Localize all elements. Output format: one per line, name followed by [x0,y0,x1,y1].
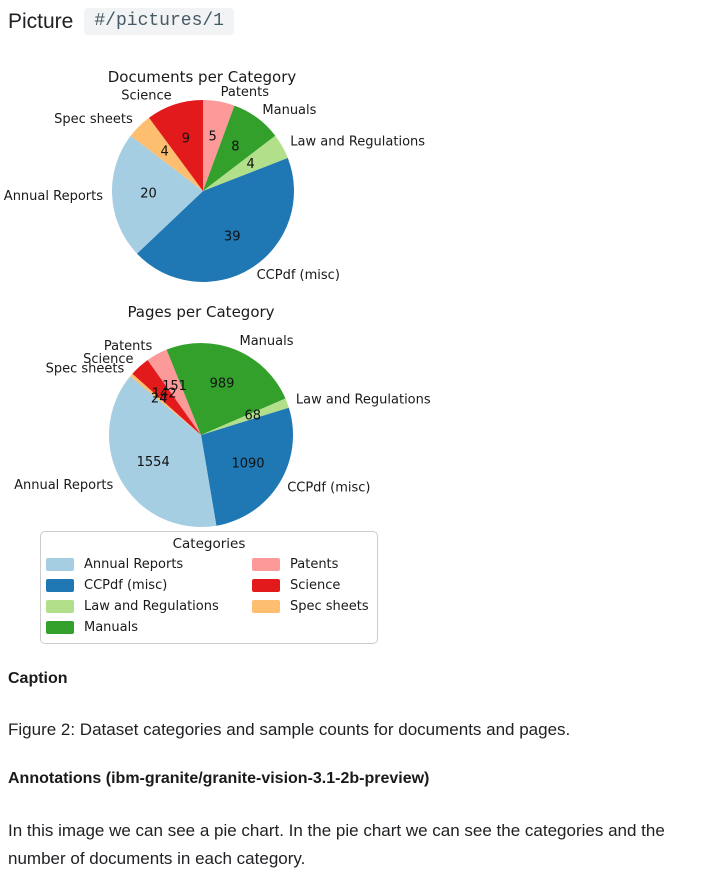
slice-value-spec-sheets: 4 [161,145,169,160]
slice-label-annual-reports: Annual Reports [14,478,113,493]
slice-value-spec-sheets: 24 [151,392,168,407]
legend-item-ccpdf-misc: CCPdf (misc) [46,575,252,596]
chart-title: Pages per Category [127,303,274,321]
documents-per-category-pie-chart: Patents 5 Manuals 8 Law and Regulations 4 CCPd… [4,68,425,283]
pie-slice-annual-reports [108,376,217,528]
slice-label-annual-reports: Annual Reports [4,189,103,204]
slice-value-manuals: 8 [231,140,239,155]
slice-value-science: 142 [152,386,177,401]
pie-slice-spec-sheets [130,373,201,435]
picture-header: Picture #/pictures/1 [8,8,234,35]
pie-slice-spec-sheets [130,117,203,191]
pie-slice-manuals [166,342,286,435]
legend-label: CCPdf (misc) [84,578,168,593]
legend-label: Patents [290,557,339,572]
legend-label: Law and Regulations [84,599,219,614]
slice-value-manuals: 989 [210,376,235,391]
slice-value-annual-reports: 20 [140,186,157,201]
legend-column: Annual Reports CCPdf (misc) Law and Regula… [46,554,252,638]
annotation-text: In this image we can see a pie chart. In… [8,821,665,868]
annotations-heading: Annotations (ibm-granite/granite-vision-… [8,770,430,787]
legend-item-science: Science [252,575,369,596]
caption-heading: Caption [8,670,68,687]
slice-label-spec-sheets: Spec sheets [54,112,133,127]
pie-slice-science [132,360,201,435]
slice-label-law-and-regulations: Law and Regulations [290,135,425,150]
legend-swatch-manuals [46,621,74,634]
slice-value-patents: 5 [208,130,216,145]
legend-label: Spec sheets [290,599,369,614]
slice-value-ccpdf-misc: 1090 [231,456,264,471]
slice-label-law-and-regulations: Law and Regulations [296,392,431,407]
legend-item-law-and-regulations: Law and Regulations [46,596,252,617]
slice-label-ccpdf-misc: CCPdf (misc) [287,481,370,496]
slice-label-manuals: Manuals [262,103,316,118]
legend-swatch-ccpdf-misc [46,579,74,592]
chart-legend: Categories Annual Reports CCPdf (misc) Law… [40,531,378,644]
slice-label-manuals: Manuals [240,334,294,349]
pie-slice-ccpdf-misc [136,158,294,283]
legend-item-patents: Patents [252,554,369,575]
pages-per-category-pie-chart: Patents 151 Manuals 989 Law and Regulations 6… [14,303,431,528]
slice-value-ccpdf-misc: 39 [224,230,241,245]
pie-slice-manuals [203,105,276,191]
pie-slice-law-and-regulations [203,135,288,191]
legend-swatch-law-and-regulations [46,600,74,613]
slice-label-patents: Patents [221,85,270,100]
slice-label-science: Science [121,88,171,103]
legend-swatch-patents [252,558,280,571]
pie-slice-annual-reports [111,135,203,254]
slice-label-spec-sheets: Spec sheets [46,362,125,377]
legend-item-spec-sheets: Spec sheets [252,596,369,617]
pie-slice-patents [147,349,201,435]
legend-columns: Annual Reports CCPdf (misc) Law and Regula… [41,554,377,638]
caption-text: Figure 2: Dataset categories and sample … [8,720,571,739]
legend-swatch-science [252,579,280,592]
page-title: Picture [8,9,74,33]
chart-title: Documents per Category [108,68,297,86]
slice-value-patents: 151 [162,379,187,394]
picture-anchor-chip[interactable]: #/pictures/1 [84,8,234,35]
pie-slice-patents [203,100,235,191]
slice-label-science: Science [83,352,133,367]
legend-swatch-annual-reports [46,558,74,571]
pie-slice-law-and-regulations [201,398,289,435]
legend-label: Science [290,578,341,593]
legend-label: Manuals [84,620,139,635]
legend-label: Annual Reports [84,557,184,572]
slice-value-law-and-regulations: 68 [245,408,262,423]
legend-item-annual-reports: Annual Reports [46,554,252,575]
pie-slice-ccpdf-misc [201,407,293,526]
slice-label-patents: Patents [104,339,153,354]
pie-slice-science [148,100,203,191]
legend-swatch-spec-sheets [252,600,280,613]
slice-value-annual-reports: 1554 [137,455,170,470]
legend-item-manuals: Manuals [46,617,252,638]
legend-title: Categories [172,536,246,552]
slice-value-law-and-regulations: 4 [246,157,254,172]
legend-column: Patents Science Spec sheets [252,554,369,638]
slice-label-ccpdf-misc: CCPdf (misc) [257,268,340,283]
slice-value-science: 9 [182,132,190,147]
